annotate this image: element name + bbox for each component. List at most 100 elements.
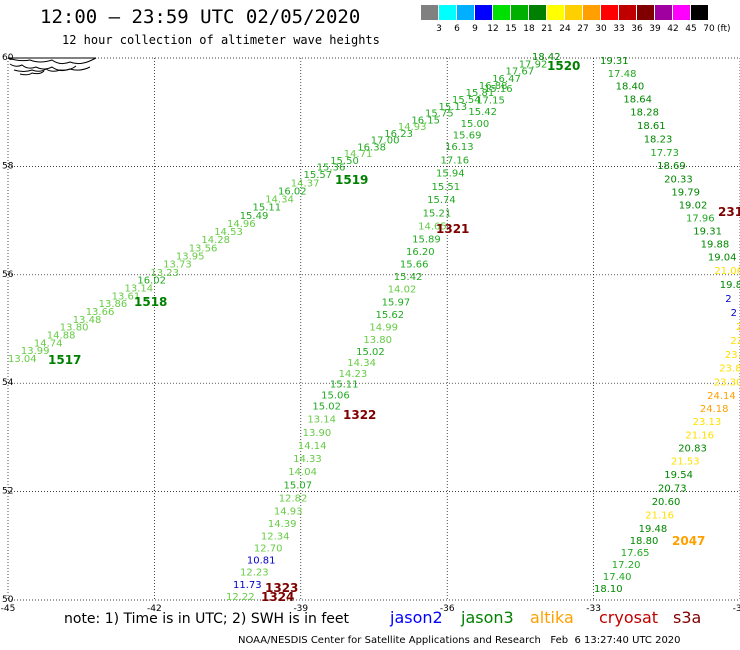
wave-height-value: 14.53 — [214, 227, 243, 238]
pass-label-1520: 1520 — [547, 59, 580, 73]
color-swatch — [655, 5, 672, 20]
wave-height-value: 24.14 — [707, 391, 736, 402]
wave-height-value: 14.99 — [369, 323, 398, 334]
wave-height-value: 12.23 — [240, 568, 269, 579]
wave-height-value: 20.73 — [658, 484, 687, 495]
wave-height-value: 14.02 — [388, 285, 417, 296]
wave-height-value: 18.80 — [630, 536, 659, 547]
color-scale-label: 36 — [631, 24, 643, 34]
wave-height-value: 20.83 — [678, 443, 707, 454]
wave-height-value: 15.51 — [432, 182, 461, 193]
color-scale-label: 9 — [472, 24, 478, 34]
color-swatch — [475, 5, 492, 20]
legend-s3a: s3a — [673, 608, 702, 627]
wave-height-value: 14.93 — [398, 122, 427, 133]
wave-height-value: 11.73 — [233, 580, 262, 591]
color-scale-unit: (ft) — [717, 24, 731, 34]
page-subtitle: 12 hour collection of altimeter wave hei… — [62, 33, 380, 47]
wave-height-value: 18.69 — [657, 161, 686, 172]
wave-height-value: 14.14 — [298, 441, 327, 452]
greenland-coastline — [7, 57, 97, 76]
wave-height-value: 23.65 — [725, 350, 740, 361]
wave-height-value: 13.95 — [176, 252, 205, 263]
wave-height-value: 14.23 — [339, 369, 368, 380]
latitude-tick-label: 54 — [2, 378, 14, 388]
wave-height-value: 19.8 — [720, 280, 740, 291]
wave-height-value: 15.69 — [453, 131, 482, 142]
color-scale-label: 42 — [667, 24, 679, 34]
wave-height-value: 18.28 — [630, 108, 659, 119]
wave-height-value: 23.81 — [719, 364, 740, 375]
wave-height-value: 14.04 — [288, 467, 317, 478]
footer-note: note: 1) Time is in UTC; 2) SWH is in fe… — [64, 611, 350, 627]
wave-height-value: 15.50 — [330, 156, 359, 167]
color-swatch — [619, 5, 636, 20]
wave-height-value: 13.56 — [189, 243, 218, 254]
axis-tick-labels: 60 58 56 54 52 50-45 -42 -39 -36 -33 -30 — [1, 53, 740, 614]
color-scale-label: 33 — [613, 24, 625, 34]
wave-height-value: 21.06 — [714, 266, 740, 277]
color-swatch — [529, 5, 546, 20]
wave-height-value: 21.16 — [685, 430, 714, 441]
legend-cryosat: cryosat — [599, 608, 659, 627]
wave-height-value: 17.15 — [476, 96, 505, 107]
wave-height-value: 15.36 — [317, 163, 346, 174]
wave-height-value: 20.33 — [664, 174, 693, 185]
color-scale-label: 30 — [595, 24, 607, 34]
color-swatch — [565, 5, 582, 20]
wave-height-value: 13.61 — [112, 291, 141, 302]
color-swatch — [439, 5, 456, 20]
wave-height-value: 17.96 — [686, 214, 715, 225]
legend-jason3: jason3 — [461, 608, 514, 627]
color-swatch — [493, 5, 510, 20]
color-swatch — [583, 5, 600, 20]
wave-height-value: 17.73 — [650, 148, 679, 159]
wave-height-value: 14.65 — [418, 222, 447, 233]
wave-height-value: 15.81 — [466, 88, 495, 99]
wave-height-value: 16.13 — [445, 142, 474, 153]
wave-height-value: 14.74 — [34, 338, 63, 349]
color-scale-label: 3 — [436, 24, 442, 34]
latitude-tick-label: 50 — [2, 595, 14, 605]
wave-height-value: 15.02 — [356, 347, 385, 358]
wave-height-value: 16.15 — [411, 115, 440, 126]
color-scale-label: 70 — [703, 24, 715, 34]
wave-height-value: 23.30 — [714, 378, 740, 389]
wave-height-value: 20.60 — [652, 497, 681, 508]
wave-height-value: 13.48 — [73, 315, 102, 326]
color-swatch — [673, 5, 690, 20]
wave-height-value: 15.11 — [253, 203, 282, 214]
wave-height-value: 18.64 — [623, 94, 652, 105]
color-scale-label: 39 — [649, 24, 661, 34]
wave-height-value: 15.97 — [382, 297, 411, 308]
pass-label-1321: 1321 — [436, 222, 469, 236]
wave-height-value: 14.34 — [347, 358, 376, 369]
wave-height-value: 15.06 — [321, 391, 350, 402]
wave-height-value: 12.82 — [279, 494, 308, 505]
wave-height-value: 15.00 — [461, 119, 490, 130]
wave-height-value: 15.57 — [304, 170, 333, 181]
wave-height-value: 15.42 — [468, 107, 497, 118]
wave-height-value: 15.62 — [376, 310, 405, 321]
wave-height-value: 15.89 — [412, 234, 441, 245]
longitude-tick-label: -45 — [1, 604, 16, 614]
latitude-tick-label: 58 — [2, 161, 14, 171]
wave-height-value: 13.23 — [150, 268, 179, 279]
pass-label-2047: 2047 — [672, 534, 705, 548]
wave-height-value: 21.16 — [645, 511, 674, 522]
wave-height-value: 13.90 — [303, 428, 332, 439]
longitude-tick-label: -33 — [586, 604, 601, 614]
wave-height-value: 13.86 — [99, 299, 128, 310]
wave-height-value: 19.79 — [671, 187, 700, 198]
map-grid — [7, 57, 740, 601]
wave-height-value: 16.38 — [357, 142, 386, 153]
longitude-tick-label: -36 — [440, 604, 455, 614]
wave-height-value: 10.81 — [247, 556, 276, 567]
wave-height-value: 13.14 — [307, 415, 336, 426]
wave-height-value: 14.93 — [274, 507, 303, 518]
wave-height-value: 16.02 — [278, 186, 307, 197]
longitude-tick-label: -39 — [293, 604, 308, 614]
wave-height-value: 19.88 — [701, 240, 730, 251]
